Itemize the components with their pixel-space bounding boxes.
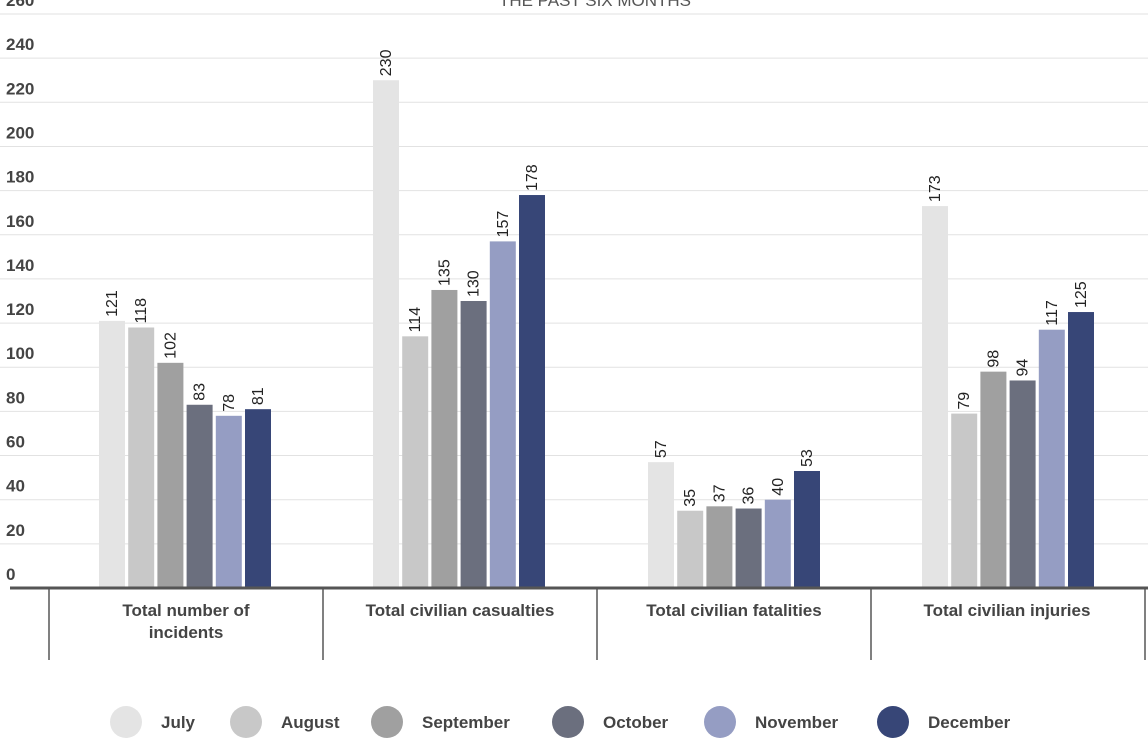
bar-august [951, 413, 978, 588]
data-label: 40 [770, 478, 787, 496]
bar-november [215, 415, 242, 588]
bars [99, 80, 1094, 589]
bar-december [794, 470, 820, 588]
legend-item-august: August [230, 706, 340, 738]
data-label: 53 [799, 449, 816, 467]
legend: July August September October November Decemb… [110, 706, 1011, 738]
bar-october [460, 301, 487, 588]
category-label: Total civilian casualties [366, 601, 555, 620]
y-tick-label: 20 [6, 521, 25, 540]
data-label: 117 [1044, 300, 1061, 326]
data-label: 83 [192, 383, 209, 401]
y-axis: 0 20 40 60 80 100 120 140 160 180 200 220 240 260 [6, 0, 34, 584]
bar-november [1038, 329, 1065, 588]
legend-label: September [422, 713, 510, 732]
y-tick-label: 80 [6, 388, 25, 407]
bar-december [245, 409, 271, 588]
legend-item-december: December [877, 706, 1011, 738]
legend-label: July [161, 713, 196, 732]
data-label: 130 [466, 270, 483, 297]
y-tick-label: 60 [6, 433, 25, 452]
bar-december [519, 195, 545, 588]
legend-item-november: November [704, 706, 839, 738]
bar-december [1068, 312, 1094, 588]
bar-september [431, 289, 458, 588]
category-label: Total civilian injuries [924, 601, 1091, 620]
bar-october [1009, 380, 1036, 588]
data-label: 79 [956, 392, 973, 410]
legend-label: November [755, 713, 839, 732]
legend-item-september: September [371, 706, 510, 738]
bar-july [922, 206, 948, 589]
y-tick-label: 200 [6, 123, 34, 142]
y-tick-label: 260 [6, 0, 34, 10]
bar-november [764, 499, 791, 588]
category-label: Total civilian fatalities [646, 601, 821, 620]
bar-july [373, 80, 399, 588]
data-label: 118 [133, 298, 150, 324]
data-label: 125 [1073, 281, 1090, 308]
legend-swatch [371, 706, 403, 738]
legend-swatch [230, 706, 262, 738]
bar-july [99, 320, 125, 588]
bar-october [735, 508, 762, 588]
y-tick-label: 160 [6, 212, 34, 231]
data-label: 98 [985, 350, 1002, 368]
legend-label: December [928, 713, 1011, 732]
legend-label: October [603, 713, 669, 732]
y-tick-label: 140 [6, 256, 34, 275]
data-label: 78 [221, 394, 238, 412]
data-label: 157 [495, 211, 512, 238]
y-tick-label: 40 [6, 477, 25, 496]
data-label: 37 [711, 484, 728, 502]
bar-august [677, 510, 704, 588]
y-tick-label: 120 [6, 300, 34, 319]
data-label: 135 [436, 259, 453, 286]
bar-august [402, 336, 429, 588]
legend-swatch [704, 706, 736, 738]
data-label: 35 [682, 489, 699, 507]
bar-october [186, 404, 213, 588]
data-label: 173 [927, 175, 944, 202]
category-label: incidents [149, 623, 224, 642]
legend-swatch [110, 706, 142, 738]
data-label: 114 [407, 307, 424, 333]
y-tick-label: 240 [6, 35, 34, 54]
y-tick-label: 100 [6, 344, 34, 363]
x-axis: Total number of incidents Total civilian c… [10, 586, 1148, 660]
bar-september [706, 506, 733, 588]
legend-item-october: October [552, 706, 669, 738]
legend-swatch [877, 706, 909, 738]
legend-item-july: July [110, 706, 196, 738]
legend-label: August [281, 713, 340, 732]
bar-november [489, 241, 516, 588]
bar-july [648, 462, 674, 588]
data-labels: 121 230 57 173 118 114 35 79 102 135 37 98 83 130 36 94… [104, 49, 1090, 506]
y-tick-label: 0 [6, 565, 15, 584]
bar-august [128, 327, 155, 588]
y-tick-label: 180 [6, 168, 34, 187]
data-label: 81 [250, 387, 267, 405]
data-label: 178 [524, 164, 541, 191]
data-label: 230 [378, 49, 395, 76]
y-tick-label: 220 [6, 79, 34, 98]
chart-title: THE PAST SIX MONTHS [499, 0, 691, 10]
data-label: 36 [741, 487, 758, 505]
data-label: 57 [653, 440, 670, 458]
legend-swatch [552, 706, 584, 738]
data-label: 94 [1015, 359, 1032, 377]
data-label: 121 [104, 290, 121, 317]
bar-september [157, 362, 184, 588]
category-label: Total number of [122, 601, 250, 620]
data-label: 102 [162, 332, 179, 359]
bar-september [980, 371, 1007, 588]
